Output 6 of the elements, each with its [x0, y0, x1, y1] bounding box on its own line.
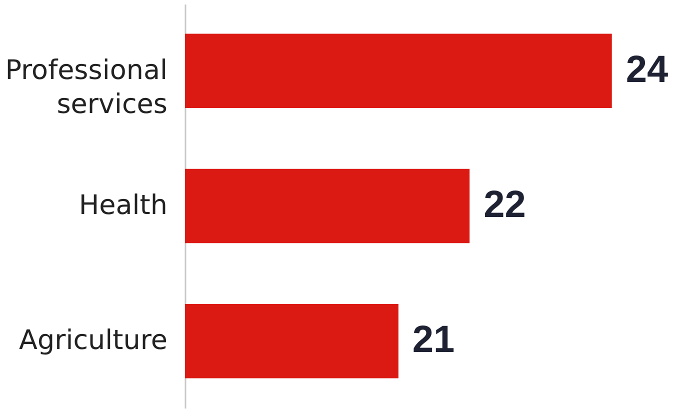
y-tick-label: Agriculture — [19, 325, 168, 356]
y-tick-label: Professional services — [5, 54, 168, 120]
data-label: 21 — [412, 319, 455, 362]
data-label: 22 — [484, 184, 526, 226]
y-tick-label: Health — [78, 190, 168, 221]
data-label: 24 — [626, 48, 668, 91]
